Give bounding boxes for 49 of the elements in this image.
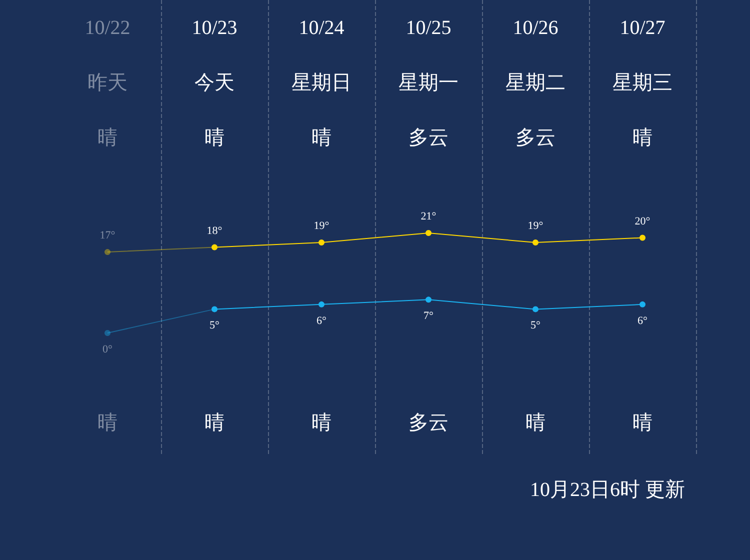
point xyxy=(532,240,538,246)
text: 星期一 xyxy=(398,72,458,94)
x-tick-label: 10/25 xyxy=(406,17,452,39)
point xyxy=(532,306,538,312)
point xyxy=(104,249,110,256)
data-label: 7° xyxy=(424,310,434,322)
x-tick-label: 10/26 xyxy=(512,17,558,39)
data-label: 21° xyxy=(420,210,436,222)
point xyxy=(426,230,432,236)
point xyxy=(426,296,432,303)
data-label: 6° xyxy=(316,314,326,327)
data-label: 5° xyxy=(530,320,540,332)
data-label: 17° xyxy=(100,230,116,242)
text: 晴 xyxy=(204,412,224,434)
data-label: 20° xyxy=(634,215,650,228)
x-tick-label: 10/24 xyxy=(298,17,344,39)
x-tick-label: 10/22 xyxy=(84,17,130,39)
x-tick-label: 10/23 xyxy=(192,17,238,39)
text: 晴 xyxy=(632,127,652,149)
point xyxy=(640,234,646,241)
point xyxy=(318,301,324,308)
text: 晴 xyxy=(204,127,224,149)
point xyxy=(318,240,324,246)
text: 多云 xyxy=(408,127,448,149)
text: 星期二 xyxy=(506,72,566,94)
data-label: 19° xyxy=(314,220,330,232)
point xyxy=(212,306,218,312)
text: 今天 xyxy=(194,72,234,94)
point xyxy=(104,330,110,336)
text: 晴 xyxy=(632,412,652,434)
text: 晴 xyxy=(98,412,118,434)
data-label: 5° xyxy=(210,320,220,332)
data-label: 6° xyxy=(638,314,648,327)
text: 晴 xyxy=(312,412,332,434)
data-label: 19° xyxy=(528,220,544,232)
text: 晴 xyxy=(98,127,118,149)
text: 晴 xyxy=(526,412,546,434)
text: 多云 xyxy=(516,127,556,149)
data-label: 0° xyxy=(102,344,112,356)
text: 昨天 xyxy=(88,72,128,94)
text: 星期三 xyxy=(612,72,672,94)
text: 多云 xyxy=(408,412,448,434)
text: 星期日 xyxy=(292,72,352,94)
text: 晴 xyxy=(312,127,332,149)
x-tick-label: 10/27 xyxy=(620,17,666,39)
data-label: 18° xyxy=(206,224,222,237)
point xyxy=(640,301,646,308)
point xyxy=(212,244,218,250)
text: 10月23日6时 更新 xyxy=(530,479,685,501)
